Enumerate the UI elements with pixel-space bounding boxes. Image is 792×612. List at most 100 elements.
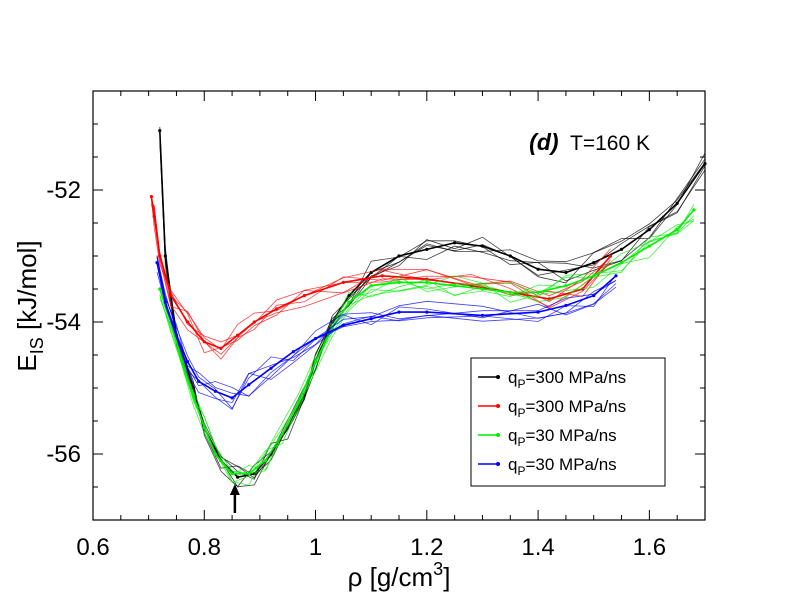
- data-point: [247, 472, 251, 476]
- data-point: [480, 313, 485, 317]
- data-point: [202, 340, 206, 344]
- data-point: [564, 284, 568, 288]
- series-line: [156, 262, 617, 399]
- data-point: [269, 366, 273, 370]
- x-tick-label: 1: [309, 534, 322, 561]
- legend-entry: qP=300 MPa/ns: [478, 368, 626, 391]
- data-point: [202, 426, 206, 430]
- data-point: [453, 284, 457, 288]
- legend-label: qP=30 MPa/ns: [508, 455, 617, 478]
- data-point: [619, 261, 624, 265]
- legend: qP=300 MPa/ns qP=300 MPa/ns qP=30 MPa/ns qP…: [470, 357, 666, 487]
- data-point: [219, 346, 223, 350]
- data-point: [480, 244, 485, 248]
- data-point: [163, 254, 167, 258]
- data-point: [397, 254, 401, 258]
- x-tick-label: 1.6: [633, 534, 666, 561]
- legend-entry: qP=30 MPa/ns: [478, 455, 617, 478]
- data-point: [614, 274, 618, 278]
- data-point: [191, 393, 195, 397]
- series-trace: [156, 255, 617, 410]
- data-point: [647, 228, 651, 232]
- y-tick-label: -56: [46, 441, 81, 468]
- data-point: [397, 310, 401, 314]
- data-point: [236, 475, 240, 479]
- data-point: [230, 472, 234, 476]
- series-trace: [159, 220, 694, 486]
- data-point: [155, 261, 159, 265]
- data-point: [341, 280, 345, 284]
- data-point: [280, 432, 284, 436]
- legend-marker: [496, 404, 500, 408]
- legend-entry: qP=30 MPa/ns: [478, 426, 617, 449]
- data-point: [185, 320, 190, 324]
- data-point: [647, 244, 651, 248]
- y-tick-label: -54: [46, 309, 81, 336]
- x-axis-title-sup: 3: [433, 559, 443, 579]
- data-point: [564, 303, 568, 308]
- data-point: [453, 241, 457, 245]
- data-point: [152, 214, 156, 218]
- data-point: [180, 360, 184, 364]
- series-trace: [151, 203, 611, 360]
- data-curves: [149, 126, 707, 488]
- data-point: [213, 452, 217, 456]
- data-point: [158, 287, 162, 291]
- data-point: [174, 333, 179, 337]
- data-point: [675, 201, 679, 205]
- data-point: [508, 290, 512, 294]
- data-point: [369, 284, 373, 288]
- data-point: [313, 360, 318, 364]
- data-point: [149, 195, 154, 199]
- series-trace: [151, 199, 611, 354]
- data-point: [158, 129, 162, 133]
- y-axis-title-rest: [kJ/mol]: [12, 240, 42, 337]
- arrow-head: [229, 484, 240, 495]
- data-point: [158, 254, 162, 258]
- x-tick-label: 1.4: [521, 534, 554, 561]
- data-point: [247, 383, 251, 387]
- data-point: [592, 294, 596, 298]
- legend-marker: [496, 433, 500, 437]
- x-axis-title-close: ]: [443, 562, 450, 592]
- legend-label: qP=300 MPa/ns: [508, 368, 626, 391]
- data-point: [608, 254, 613, 258]
- data-point: [297, 399, 301, 403]
- data-point: [185, 360, 190, 364]
- data-point: [230, 396, 234, 400]
- data-point: [291, 350, 295, 354]
- data-point: [692, 208, 696, 212]
- series-trace: [151, 204, 611, 343]
- data-point: [252, 320, 256, 324]
- data-point: [425, 310, 429, 314]
- series-trace: [156, 256, 617, 404]
- data-point: [263, 459, 268, 463]
- y-axis-title-sub: IS: [27, 337, 47, 354]
- data-point: [169, 294, 173, 298]
- data-point: [425, 247, 429, 251]
- x-axis-title: ρ [g/cm3]: [348, 559, 451, 592]
- annotation-label: (d): [529, 129, 558, 155]
- data-point: [213, 389, 217, 393]
- data-point: [536, 290, 540, 294]
- data-point: [425, 280, 429, 284]
- data-point: [480, 287, 485, 291]
- tick-labels: 0.6 0.8 1 1.2 1.4 1.6 -56 -54 -52: [46, 177, 666, 561]
- legend-label: qP=300 MPa/ns: [508, 397, 626, 420]
- x-tick-label: 1.2: [410, 534, 443, 561]
- data-point: [675, 228, 679, 232]
- data-point: [369, 317, 373, 321]
- annotation: (d) T=160 K: [529, 129, 650, 155]
- y-tick-label: -52: [46, 177, 81, 204]
- legend-entry: qP=300 MPa/ns: [478, 397, 626, 420]
- data-point: [347, 300, 351, 304]
- x-tick-label: 0.6: [76, 534, 109, 561]
- x-axis-title-main: ρ [g/cm: [348, 562, 434, 592]
- data-point: [536, 267, 540, 271]
- data-point: [508, 254, 512, 258]
- legend-box: [470, 357, 666, 487]
- series-trace: [156, 271, 617, 411]
- series-trace: [151, 198, 611, 355]
- annotation-text: T=160 K: [570, 132, 650, 155]
